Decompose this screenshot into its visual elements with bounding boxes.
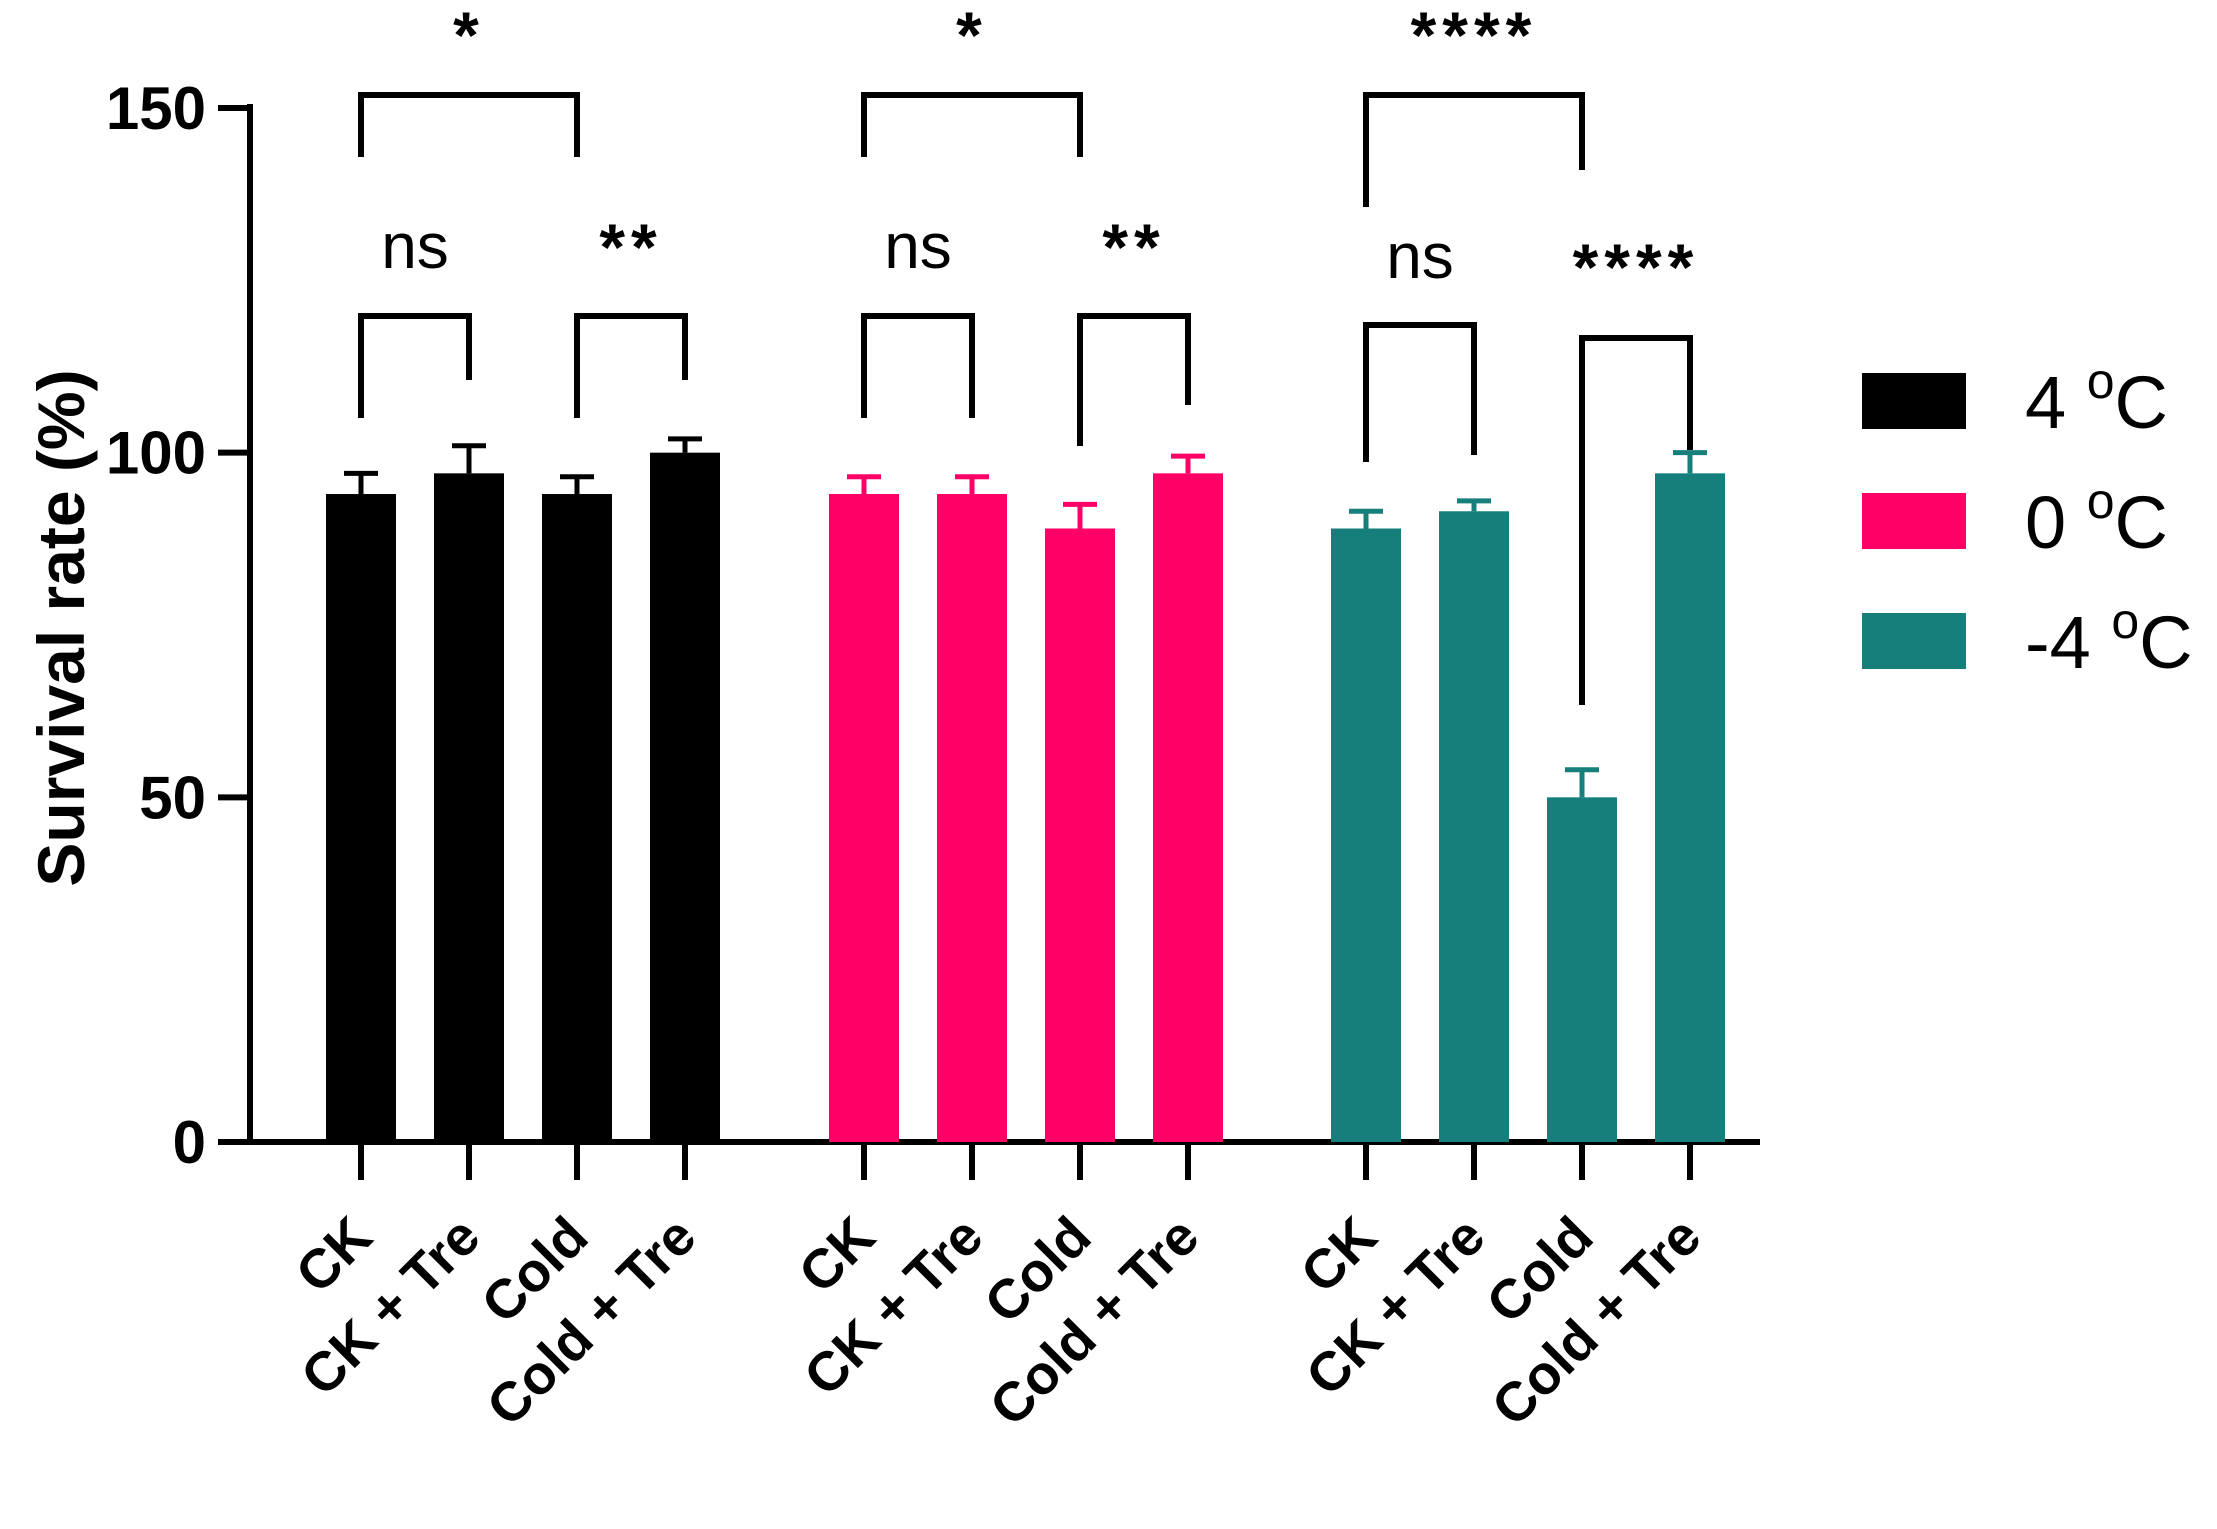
bar-1-1 bbox=[937, 494, 1007, 1142]
significance-bracket-8 bbox=[1579, 335, 1693, 705]
y-tick-label-150: 150 bbox=[106, 75, 206, 142]
bar-1-0 bbox=[829, 494, 899, 1142]
bar-0-1 bbox=[434, 473, 504, 1142]
significance-label-2: ** bbox=[599, 210, 662, 284]
significance-bracket-6 bbox=[1363, 92, 1585, 207]
y-axis-label: Survival rate (%) bbox=[24, 369, 98, 886]
bar-2-1 bbox=[1439, 511, 1509, 1142]
significance-label-3: * bbox=[956, 0, 988, 72]
legend-swatch-1 bbox=[1862, 493, 1966, 549]
significance-label-0: * bbox=[453, 0, 485, 72]
significance-bracket-3 bbox=[861, 92, 1083, 157]
significance-bracket-0 bbox=[358, 92, 580, 157]
y-tick-label-100: 100 bbox=[106, 420, 206, 487]
bar-2-3 bbox=[1655, 473, 1725, 1142]
bar-0-3 bbox=[650, 452, 720, 1143]
significance-label-5: ** bbox=[1102, 210, 1165, 284]
bar-2-0 bbox=[1331, 528, 1401, 1142]
significance-label-4: ns bbox=[884, 210, 952, 282]
legend-swatch-2 bbox=[1862, 613, 1966, 669]
significance-bracket-4 bbox=[861, 313, 975, 418]
significance-label-8: **** bbox=[1573, 230, 1700, 304]
significance-bracket-1 bbox=[358, 313, 472, 418]
bars bbox=[326, 436, 1725, 1143]
significance-bracket-7 bbox=[1363, 322, 1477, 462]
significance-label-6: **** bbox=[1411, 0, 1538, 72]
y-tick-label-50: 50 bbox=[139, 764, 206, 831]
bar-0-2 bbox=[542, 494, 612, 1142]
bar-2-2 bbox=[1547, 797, 1617, 1142]
significance-bracket-2 bbox=[574, 313, 688, 418]
significance-bracket-5 bbox=[1077, 313, 1191, 446]
significance-label-7: ns bbox=[1386, 220, 1454, 292]
legend: 4 oC 0 oC -4 oC bbox=[1862, 353, 2193, 684]
bar-0-0 bbox=[326, 494, 396, 1142]
bar-1-3 bbox=[1153, 473, 1223, 1142]
bar-1-2 bbox=[1045, 528, 1115, 1142]
significance-brackets: *ns ***ns ******ns **** bbox=[358, 0, 1700, 705]
legend-label-0: 4 oC bbox=[2025, 353, 2168, 444]
significance-label-1: ns bbox=[381, 210, 449, 282]
y-tick-label-0: 0 bbox=[173, 1109, 206, 1176]
legend-swatch-0 bbox=[1862, 373, 1966, 429]
legend-label-2: -4 oC bbox=[2025, 593, 2193, 684]
legend-label-1: 0 oC bbox=[2025, 473, 2168, 564]
